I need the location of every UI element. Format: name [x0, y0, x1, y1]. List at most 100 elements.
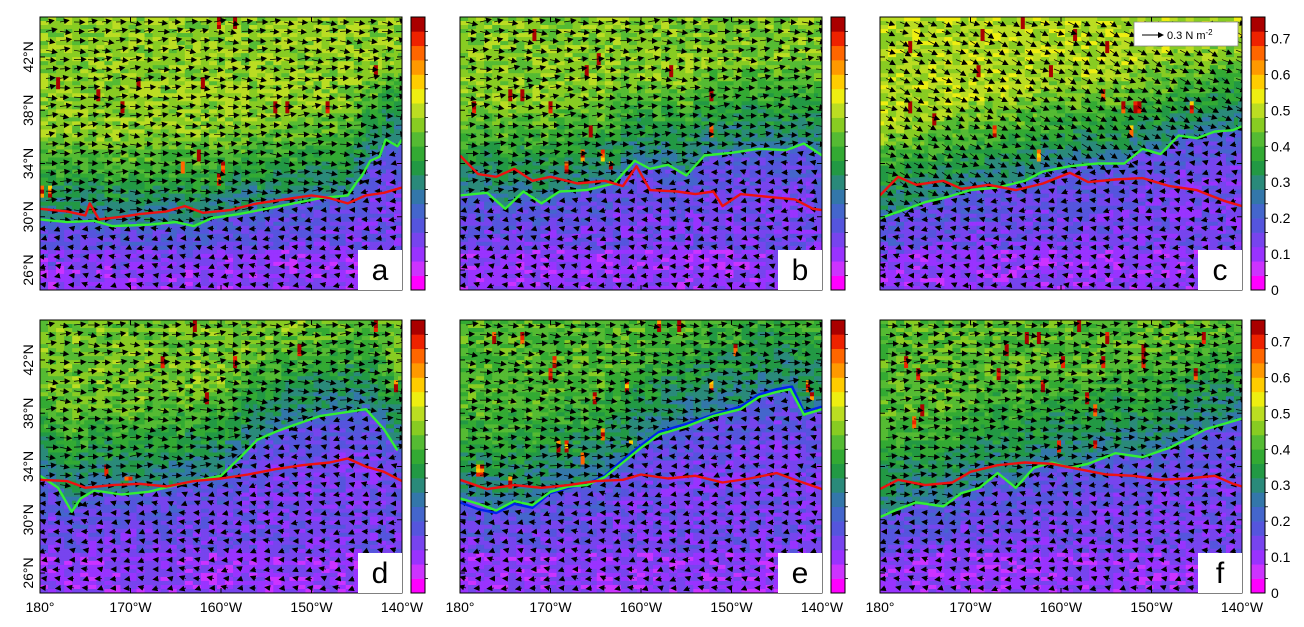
y-tick-label: 30°N — [20, 201, 36, 232]
colorbar-segment — [831, 492, 845, 508]
colorbar-segment — [831, 74, 845, 90]
colorbar-segment — [1251, 535, 1265, 551]
colorbar-segment — [1251, 232, 1265, 248]
colorbar-segment — [1251, 578, 1265, 594]
colorbar-segment — [1251, 564, 1265, 579]
colorbar-segment — [831, 117, 845, 133]
series-line-green — [40, 408, 399, 513]
y-tick-label: 42°N — [20, 41, 36, 72]
x-tick-label: 140°W — [381, 599, 424, 615]
panel-letter-box — [358, 250, 402, 290]
y-tick-label: 38°N — [20, 95, 36, 126]
colorbar-tick-label: 0 — [1271, 282, 1279, 298]
colorbar-segment — [1251, 261, 1265, 276]
colorbar-segment — [831, 31, 845, 47]
colorbar-segment — [411, 117, 425, 133]
colorbar-segment — [411, 146, 425, 161]
colorbar-segment — [831, 131, 845, 147]
colorbar-segment — [1251, 74, 1265, 90]
colorbar-segment — [1251, 391, 1265, 407]
colorbar-segment — [411, 103, 425, 118]
colorbar-segment — [411, 131, 425, 147]
colorbar-segment — [1251, 449, 1265, 464]
colorbar-segment — [831, 334, 845, 350]
colorbar-segment — [411, 60, 425, 75]
colorbar-segment — [411, 449, 425, 464]
colorbar-segment — [1251, 160, 1265, 176]
colorbar-segment — [411, 434, 425, 450]
panel-letter-box — [1198, 553, 1242, 593]
colorbar-segment — [1251, 478, 1265, 493]
x-tick-label: 140°W — [801, 599, 844, 615]
colorbar-tick-label: 0.5 — [1271, 405, 1291, 421]
colorbar — [410, 319, 428, 594]
colorbar-segment — [831, 189, 845, 205]
colorbar-segment — [831, 103, 845, 118]
colorbar-segment — [1251, 146, 1265, 161]
series-line-red — [880, 171, 1242, 208]
colorbar-tick-label: 0.6 — [1271, 66, 1291, 82]
x-tick-label: 160°W — [200, 599, 243, 615]
wind-stress-vectors — [40, 17, 402, 289]
colorbar-segment — [411, 320, 425, 335]
colorbar-segment — [1251, 175, 1265, 190]
colorbar-tick-label: 0.1 — [1271, 246, 1291, 262]
colorbar-segment — [1251, 406, 1265, 421]
colorbar-segment — [831, 146, 845, 161]
x-tick-label: 140°W — [1221, 599, 1264, 615]
colorbar-tick-label: 0.2 — [1271, 513, 1291, 529]
colorbar-segment — [411, 377, 425, 393]
y-tick-label: 26°N — [20, 254, 36, 285]
series-line-red — [40, 186, 402, 221]
colorbar-tick-label: 0.4 — [1271, 441, 1291, 457]
colorbar-segment — [831, 391, 845, 407]
panel-e: 180° 170°W 160°W 150°W 140°W e — [446, 319, 848, 615]
colorbar-segment — [411, 478, 425, 493]
colorbar-segment — [1251, 506, 1265, 522]
colorbar-segment — [411, 549, 425, 565]
x-tick-label: 160°W — [620, 599, 663, 615]
colorbar-segment — [411, 492, 425, 508]
colorbar-tick-label: 0.4 — [1271, 138, 1291, 154]
colorbar-segment — [831, 564, 845, 579]
colorbar-tick-label: 0.1 — [1271, 549, 1291, 565]
colorbar-segment — [411, 363, 425, 378]
colorbar-segment — [1251, 60, 1265, 75]
colorbar-segment — [1251, 549, 1265, 565]
series-line-red — [460, 154, 822, 212]
colorbar-segment — [1251, 334, 1265, 350]
series-line-green — [40, 138, 402, 228]
panel-letter: f — [1216, 557, 1225, 590]
colorbar-segment — [411, 246, 425, 262]
series-line-green — [460, 142, 822, 210]
series-line-red — [40, 457, 402, 489]
colorbar-tick-label: 0.2 — [1271, 210, 1291, 226]
colorbar-segment — [411, 506, 425, 522]
colorbar-segment — [1251, 45, 1265, 61]
colorbar-segment — [411, 203, 425, 219]
x-tick-label: 170°W — [529, 599, 572, 615]
colorbar-segment — [1251, 189, 1265, 205]
series-line-green — [880, 125, 1242, 220]
colorbar-segment — [411, 45, 425, 61]
colorbar-tick-label: 0.3 — [1271, 174, 1291, 190]
reference-vector-label: 0.3 N m-2 — [1167, 28, 1213, 42]
y-tick-label: 34°N — [20, 148, 36, 179]
panel-letter-box — [778, 250, 822, 290]
colorbar-segment — [831, 45, 845, 61]
y-tick-label: 30°N — [20, 504, 36, 535]
x-tick-label: 180° — [26, 599, 55, 615]
series-line-green — [460, 388, 822, 512]
colorbar-segment — [831, 17, 845, 32]
colorbar-segment — [411, 175, 425, 190]
colorbar-segment — [1251, 420, 1265, 436]
colorbar-segment — [411, 232, 425, 248]
colorbar-segment — [1251, 17, 1265, 32]
colorbar — [830, 16, 848, 291]
colorbar-segment — [411, 218, 425, 233]
colorbar-segment — [831, 406, 845, 421]
colorbar-tick-label: 0.6 — [1271, 369, 1291, 385]
colorbar-segment — [1251, 463, 1265, 479]
colorbar-segment — [411, 261, 425, 276]
colorbar-segment — [1251, 348, 1265, 364]
